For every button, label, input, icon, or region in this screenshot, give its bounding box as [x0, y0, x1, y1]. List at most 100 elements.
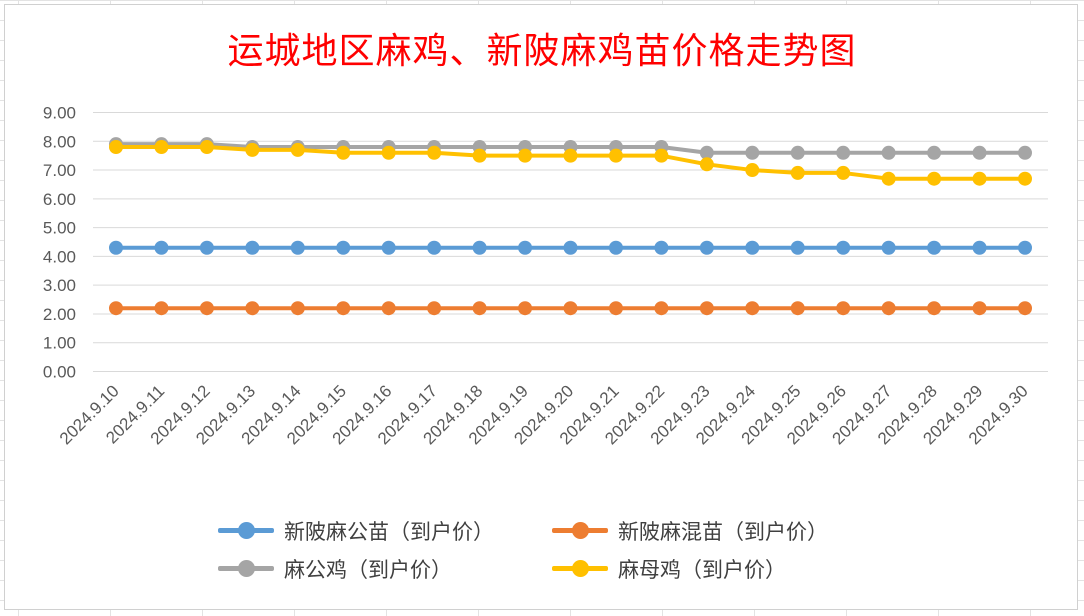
y-tick-label: 1.00 [43, 334, 76, 353]
legend-item-series-3[interactable]: 麻母鸡（到户价） [552, 554, 786, 584]
y-tick-label: 6.00 [43, 190, 76, 209]
data-point-series-2 [927, 145, 942, 160]
legend-item-series-1[interactable]: 新陂麻混苗（到户价） [552, 516, 828, 546]
data-point-series-1 [336, 301, 351, 316]
chart-title: 运城地区麻鸡、新陂麻鸡苗价格走势图 [227, 31, 857, 72]
data-point-series-3 [427, 145, 442, 160]
data-point-series-2 [745, 145, 760, 160]
data-point-series-0 [836, 240, 851, 255]
data-point-series-0 [154, 240, 169, 255]
data-point-series-2 [836, 145, 851, 160]
data-point-series-0 [790, 240, 805, 255]
legend-label-series-0: 新陂麻公苗（到户价） [284, 520, 494, 544]
data-point-series-0 [881, 240, 896, 255]
y-tick-label: 2.00 [43, 305, 76, 324]
data-point-series-0 [290, 240, 305, 255]
data-point-series-3 [336, 145, 351, 160]
data-point-series-3 [654, 148, 669, 163]
y-tick-label: 3.00 [43, 276, 76, 295]
data-point-series-1 [109, 301, 123, 316]
data-point-series-3 [745, 163, 760, 178]
x-axis: 2024.9.102024.9.112024.9.122024.9.132024… [56, 381, 1032, 448]
data-point-series-1 [654, 301, 669, 316]
data-point-series-0 [109, 240, 123, 255]
data-point-series-3 [699, 157, 714, 172]
data-point-series-1 [472, 301, 487, 316]
data-point-series-3 [199, 140, 214, 155]
legend-swatch-series-0 [218, 516, 274, 546]
data-point-series-3 [608, 148, 623, 163]
data-point-series-3 [381, 145, 396, 160]
data-point-series-1 [790, 301, 805, 316]
data-point-series-1 [518, 301, 533, 316]
data-point-series-0 [199, 240, 214, 255]
data-point-series-0 [972, 240, 987, 255]
data-point-series-1 [699, 301, 714, 316]
data-point-series-0 [654, 240, 669, 255]
data-point-series-3 [109, 140, 123, 155]
y-axis: 0.00 1.00 2.00 3.00 4.00 5.00 6.00 7.00 8.00 9.00 [43, 104, 76, 382]
data-point-series-3 [472, 148, 487, 163]
data-point-series-1 [154, 301, 169, 316]
data-point-series-3 [290, 142, 305, 157]
data-point-series-1 [563, 301, 578, 316]
data-point-series-1 [927, 301, 942, 316]
data-point-series-3 [927, 171, 942, 186]
data-point-series-3 [518, 148, 533, 163]
series-layer [109, 137, 1032, 316]
data-point-series-3 [1018, 171, 1032, 186]
data-point-series-0 [472, 240, 487, 255]
data-point-series-1 [972, 301, 987, 316]
data-point-series-0 [927, 240, 942, 255]
data-point-series-1 [608, 301, 623, 316]
y-tick-label: 4.00 [43, 247, 76, 266]
sheet-grid-line [0, 0, 1084, 1]
legend-swatch-series-3 [552, 554, 608, 584]
legend-swatch-series-2 [218, 554, 274, 584]
data-point-series-1 [381, 301, 396, 316]
data-point-series-0 [745, 240, 760, 255]
data-point-series-3 [245, 142, 260, 157]
data-point-series-1 [427, 301, 442, 316]
data-point-series-0 [563, 240, 578, 255]
legend-label-series-3: 麻母鸡（到户价） [618, 558, 786, 582]
legend-label-series-2: 麻公鸡（到户价） [284, 558, 452, 582]
data-point-series-3 [790, 165, 805, 180]
legend-item-series-2[interactable]: 麻公鸡（到户价） [218, 554, 452, 584]
y-tick-label: 9.00 [43, 104, 76, 123]
data-point-series-3 [836, 165, 851, 180]
data-point-series-0 [427, 240, 442, 255]
data-point-series-0 [381, 240, 396, 255]
y-tick-label: 7.00 [43, 161, 76, 180]
data-point-series-0 [518, 240, 533, 255]
data-point-series-2 [972, 145, 987, 160]
legend-label-series-1: 新陂麻混苗（到户价） [618, 520, 828, 544]
y-tick-label: 5.00 [43, 219, 76, 238]
data-point-series-1 [199, 301, 214, 316]
data-point-series-2 [1018, 145, 1032, 160]
data-point-series-1 [881, 301, 896, 316]
data-point-series-3 [881, 171, 896, 186]
data-point-series-0 [1018, 240, 1032, 255]
data-point-series-1 [245, 301, 260, 316]
data-point-series-1 [836, 301, 851, 316]
data-point-series-3 [563, 148, 578, 163]
data-point-series-0 [699, 240, 714, 255]
data-point-series-0 [608, 240, 623, 255]
data-point-series-1 [745, 301, 760, 316]
y-tick-label: 0.00 [43, 363, 76, 382]
data-point-series-3 [972, 171, 987, 186]
data-point-series-0 [336, 240, 351, 255]
data-point-series-0 [245, 240, 260, 255]
data-point-series-1 [290, 301, 305, 316]
data-point-series-3 [154, 140, 169, 155]
legend-item-series-0[interactable]: 新陂麻公苗（到户价） [218, 516, 494, 546]
y-tick-label: 8.00 [43, 132, 76, 151]
data-point-series-2 [699, 145, 714, 160]
legend-swatch-series-1 [552, 516, 608, 546]
data-point-series-2 [790, 145, 805, 160]
data-point-series-1 [1018, 301, 1032, 316]
data-point-series-2 [881, 145, 896, 160]
